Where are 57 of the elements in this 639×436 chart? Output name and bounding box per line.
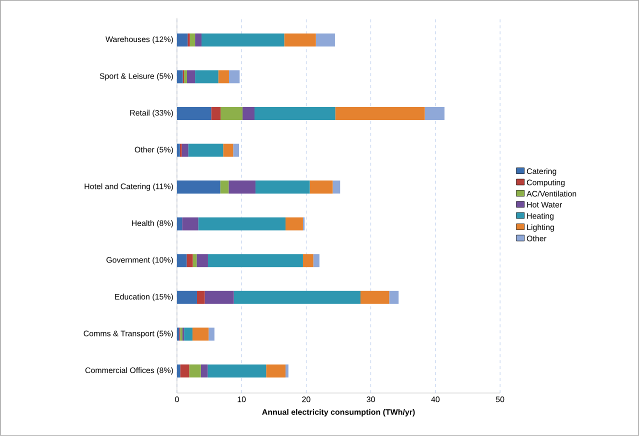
bar xyxy=(195,33,202,46)
bar xyxy=(208,328,214,341)
bar xyxy=(208,364,266,378)
bar xyxy=(228,70,240,84)
bar xyxy=(255,180,310,194)
bar xyxy=(360,290,390,304)
bar xyxy=(192,254,197,268)
bar xyxy=(424,107,444,120)
bar xyxy=(204,290,234,304)
bar xyxy=(254,107,336,120)
bar xyxy=(335,107,425,120)
bar xyxy=(202,33,284,46)
bar xyxy=(176,290,197,304)
bar xyxy=(176,107,212,120)
bar xyxy=(198,217,286,230)
bar xyxy=(218,70,229,84)
bar xyxy=(286,364,288,378)
bar xyxy=(176,364,180,378)
bar xyxy=(176,70,183,84)
bar xyxy=(176,33,188,46)
bar xyxy=(192,328,209,341)
bar xyxy=(196,254,208,268)
bar xyxy=(302,254,314,268)
bar xyxy=(208,254,303,268)
bar xyxy=(332,180,340,194)
bar xyxy=(313,254,320,268)
bar xyxy=(200,364,208,378)
bar xyxy=(176,254,187,268)
bar xyxy=(234,290,360,304)
bar xyxy=(189,364,201,378)
bar xyxy=(182,144,188,157)
bar xyxy=(196,290,205,304)
bar xyxy=(188,144,224,157)
bar xyxy=(180,364,190,378)
bar xyxy=(176,144,180,157)
bar xyxy=(310,180,333,194)
bar xyxy=(211,107,221,120)
bar xyxy=(186,70,196,84)
bar xyxy=(176,217,182,230)
bar xyxy=(223,144,234,157)
bar xyxy=(190,33,196,46)
bar xyxy=(284,33,316,46)
bar xyxy=(195,70,218,84)
bar xyxy=(266,364,286,378)
bar xyxy=(184,70,187,84)
bar xyxy=(182,217,198,230)
bar xyxy=(242,107,255,120)
bar xyxy=(184,328,192,341)
bar xyxy=(228,180,256,194)
bar xyxy=(316,33,335,46)
bar xyxy=(286,217,303,230)
bar xyxy=(176,180,220,194)
bar xyxy=(220,107,243,120)
bar xyxy=(389,290,399,304)
bar xyxy=(220,180,229,194)
bar xyxy=(233,144,239,157)
bar xyxy=(186,254,193,268)
